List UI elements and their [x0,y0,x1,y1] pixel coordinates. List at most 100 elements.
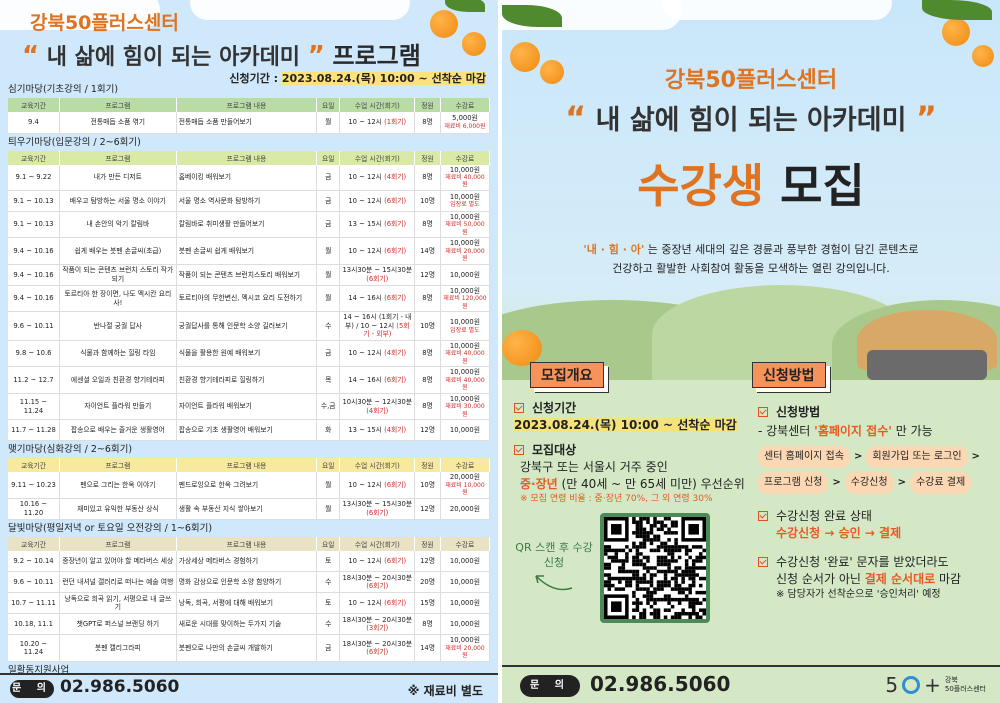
column-header: 수업 시간(회기) [339,536,416,551]
table-row: 10.20 ~ 11.24 붓펜 캘리그라피 붓펜으로 나만의 손글씨 개발하기 금 1… [8,634,491,662]
cell-time: 18시30분 ~ 20시30분 [342,615,413,624]
table-cell: 낭독으로 희곡 읽기, 서평으로 내 글쓰기 [59,592,177,615]
period-label: 신청기간 [532,401,577,415]
notice-accent: 결제 순서대로 [864,572,936,586]
cell-day: 금 [325,173,332,181]
cell-fee-note: 재료비 40,000원 [445,173,485,189]
cell-fee: 10,000원 [449,578,480,587]
center-name: 강북50플러스센터 [664,68,838,93]
cell-content: 낭독, 희곡, 서평에 대해 배워보기 [178,599,274,608]
cell-sessions: (6회기) [384,375,407,384]
cell-content: 붓펜 손글씨 쉽게 배워보기 [178,246,255,255]
table-cell: 14 ~ 16시 (1회기 - 내부) / 10 ~ 12시 (5회기 - 외부… [339,311,416,341]
table-row: 9.2 ~ 10.14 중장년이 알고 있어야 할 메타버스 세상 가상세상 메타버… [8,550,491,573]
table-cell: 수 [316,571,341,594]
desc-line2: 건강하고 활발한 사회참여 활동을 모색하는 열린 강의입니다. [612,262,890,275]
cell-period: 9.4 [28,118,39,126]
table-cell: 명화 감상으로 인문학 소양 함양하기 [176,571,318,594]
cell-capacity: 8명 [422,620,433,629]
cloud [190,0,410,20]
table-cell: 10명 [414,311,441,341]
table-row: 9.4 ~ 10.16 쉽게 배우는 붓펜 손글씨(초급) 붓펜 손글씨 쉽게 배워… [8,237,491,265]
apply-column: 신청방법 - 강북센터 '홈페이지 접수' 만 가능 센터 홈페이지 접속 > 회원… [758,404,996,602]
qr-code[interactable] [600,513,710,623]
cell-fee-note: 입장료 별도 [450,326,480,334]
cell-day: 월 [325,504,332,513]
orange-decoration [942,18,970,46]
cell-capacity: 10명 [420,321,435,330]
table-cell: 토르티아의 무한변신, 멕시코 요리 도전하기 [176,285,318,313]
cell-time: 10 ~ 12시 [348,599,382,608]
cell-sessions: (3회기) [366,624,389,633]
table-row: 10.16 ~ 11.20 재미있고 유익한 부동산 상식 생활 속 부동산 지식 … [8,498,491,520]
cell-day: 수 [325,620,332,629]
notice-note: ※ 담당자가 선착순으로 '승인처리' 예정 [776,589,941,600]
description: '내 · 힘 · 아' 는 중장년 세대의 깊은 경륜과 풍부한 경험이 담긴 … [502,240,1000,278]
column-header: 수업 시간(회기) [339,150,416,165]
table-cell: 18시30분 ~ 20시30분 (6회기) [339,571,416,594]
logo-line1: 강북 [944,676,958,684]
cell-fee: 10,000원 [449,165,480,174]
table-row: 10.18, 11.1 챗GPT로 퍼스널 브랜딩 하기 새로운 시대를 맞이하는 … [8,613,491,636]
table-row: 9.8 ~ 10.6 식물과 함께하는 힐링 타임 식물을 활용한 원예 배워보기 금… [8,340,491,368]
cell-time: 14 ~ 16시 [348,294,382,303]
orange-decoration [540,60,564,84]
cell-fee: 10,000원 [449,192,480,201]
cell-fee: 10,000원 [449,636,480,645]
column-header: 프로그램 내용 [176,458,318,473]
table-cell: 10.16 ~ 11.20 [8,498,60,520]
cell-day: 금 [325,349,332,358]
cell-period: 9.2 ~ 10.14 [13,556,54,565]
table-cell: 10,000원 [440,550,491,573]
table-cell: 14명 [414,634,441,662]
cell-time: 10 ~ 12시 [348,246,382,255]
cell-program: 팝송으로 배우는 즐거운 생활영어 [70,426,165,435]
cell-day: 월 [325,480,332,489]
cell-period: 10.18, 11.1 [14,620,53,629]
table-cell: 금 [316,634,341,662]
cell-program: 펜으로 그리는 한옥 이야기 [80,480,156,489]
cell-fee: 10,000원 [449,318,480,327]
table-cell: 낭독, 희곡, 서평에 대해 배워보기 [176,592,318,615]
table-cell: 토 [316,592,341,615]
table-cell: 5,000원 재료비 6,000원 [440,112,491,134]
cell-sessions: (6회기) [384,246,407,255]
table-cell: 칼림바로 취미생활 만들어보기 [176,211,318,239]
target-note: ※ 모집 연령 비율 : 중·장년 70%, 그 외 연령 30% [520,494,713,504]
cell-fee-note: 재료비 30,000원 [445,403,485,418]
cell-fee: 10,000원 [449,556,480,565]
cell-fee: 10,000원 [449,239,480,248]
cell-time: 10 ~ 12시 [348,349,382,358]
cell-period: 11.15 ~ 11.24 [19,398,48,415]
table-cell: 13 ~ 15시 (4회기) [339,419,416,442]
cell-content: 팝송으로 기초 생활영어 배워보기 [178,426,273,435]
phone-number[interactable]: 02.986.5060 [590,672,731,696]
orange-decoration [502,330,542,366]
table-row: 11.2 ~ 12.7 에센셜 오일과 친환경 향기테라피 친환경 향기테라피로 힐… [8,366,491,394]
orange-decoration [430,10,458,38]
cell-day: 수,금 [320,402,336,411]
cell-program: 자이언트 플라워 만들기 [84,402,152,411]
phone-number[interactable]: 02.986.5060 [60,677,180,697]
logo-line2: 50플러스센터 [944,685,986,693]
status-label: 수강신청 완료 상태 [776,509,872,523]
column-header: 수강료 [440,458,491,473]
cell-sessions: (4회기) [384,349,407,358]
cell-day: 월 [325,270,332,279]
table-cell: 토 [316,550,341,573]
table-row: 10.7 ~ 11.11 낭독으로 희곡 읽기, 서평으로 내 글쓰기 낭독, 희곡… [8,592,491,615]
academy-title: “ 내 삶에 힘이 되는 아카데미 ” [502,98,1000,137]
cell-time: 14 ~ 16시 (1회기 - 내부) / 10 ~ 12시 [343,313,412,330]
cell-sessions: (6회기) [384,599,407,608]
cell-content: 토르티아의 무한변신, 멕시코 요리 도전하기 [178,294,303,303]
title-text: 내 삶에 힘이 되는 아카데미 [46,45,301,70]
cell-program: 배우고 탐방하는 서울 명소 이야기 [69,196,166,205]
section-title: 일활동지원사업 [8,664,70,676]
cell-period: 11.7 ~ 11.28 [11,426,56,435]
cell-period: 9.4 ~ 10.16 [13,246,54,255]
program-section: 달빛마당(평일저녁 or 토요일 오전강의 / 1~6회기) 교육기간 프로그램 프로… [8,523,491,662]
cell-program: 중장년이 알고 있어야 할 메타버스 세상 [62,556,174,565]
notice-pre: 신청 순서가 아닌 [776,572,861,586]
table-row: 9.6 ~ 10.11 반나절 궁궐 답사 궁궐답사를 통해 인문학 소양 길러보기… [8,311,491,341]
